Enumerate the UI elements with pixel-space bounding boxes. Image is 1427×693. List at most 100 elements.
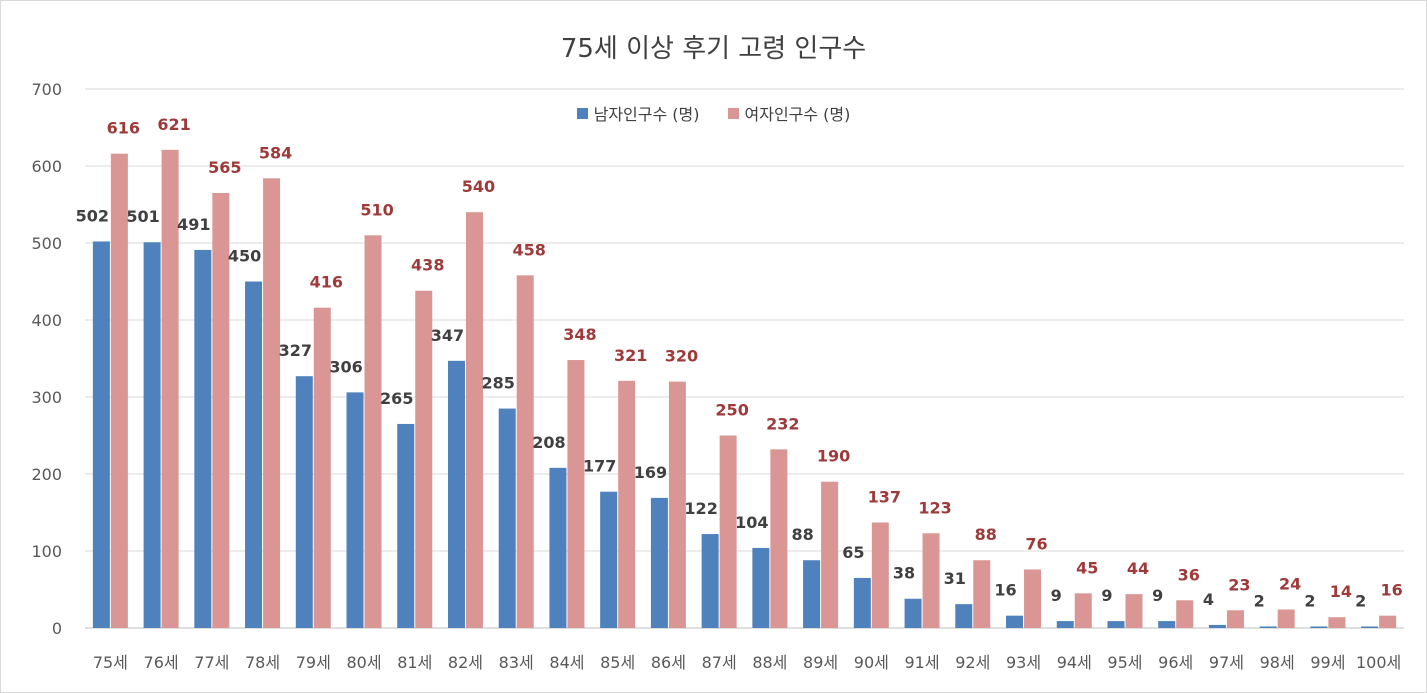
data-label-female: 24	[1279, 575, 1301, 594]
x-tick-label: 80세	[346, 653, 381, 672]
data-label-female: 584	[259, 143, 292, 162]
bar-male	[1107, 621, 1125, 628]
bar-male	[600, 491, 618, 628]
data-label-female: 250	[715, 401, 748, 420]
data-label-male: 265	[380, 389, 413, 408]
x-tick-label: 100세	[1356, 653, 1401, 672]
legend-swatch-male	[576, 107, 588, 119]
y-tick-label: 400	[31, 311, 62, 330]
data-label-male: 502	[76, 206, 109, 225]
bar-male	[853, 577, 871, 628]
data-label-female: 232	[766, 414, 799, 433]
bar-female	[973, 560, 991, 628]
bar-male	[447, 360, 465, 628]
bar-male	[346, 392, 364, 628]
bar-male	[92, 241, 110, 628]
legend-label-female: 여자인구수 (명)	[744, 105, 851, 124]
x-tick-label: 75세	[93, 653, 128, 672]
data-label-female: 510	[360, 200, 393, 219]
bar-female	[668, 381, 686, 628]
bar-female	[567, 360, 585, 628]
data-label-male: 347	[431, 326, 464, 345]
x-tick-label: 76세	[144, 653, 179, 672]
bar-male	[295, 376, 313, 628]
y-tick-label: 200	[31, 465, 62, 484]
data-label-male: 4	[1203, 590, 1214, 609]
data-label-female: 45	[1076, 558, 1098, 577]
data-label-female: 540	[462, 177, 495, 196]
data-label-female: 320	[665, 347, 698, 366]
legend-label-male: 남자인구수 (명)	[593, 105, 700, 124]
bar-female	[110, 153, 128, 628]
bar-female	[1125, 594, 1143, 628]
bar-female	[364, 235, 382, 629]
data-label-female: 36	[1178, 565, 1200, 584]
data-label-male: 9	[1152, 586, 1163, 605]
data-label-female: 458	[513, 240, 546, 259]
bar-female	[1379, 615, 1397, 628]
x-tick-label: 81세	[397, 653, 432, 672]
x-tick-label: 94세	[1057, 653, 1092, 672]
data-label-female: 44	[1127, 559, 1149, 578]
data-label-male: 450	[228, 247, 261, 266]
data-label-male: 65	[842, 543, 864, 562]
data-label-male: 491	[177, 215, 210, 234]
data-label-female: 616	[107, 119, 140, 138]
x-tick-label: 95세	[1107, 653, 1142, 672]
x-tick-label: 88세	[752, 653, 787, 672]
data-label-male: 16	[994, 581, 1016, 600]
bar-male	[143, 242, 161, 629]
legend: 남자인구수 (명) 여자인구수 (명)	[0, 101, 1427, 125]
data-label-male: 9	[1101, 586, 1112, 605]
bar-male	[1056, 621, 1074, 628]
bar-male	[955, 604, 973, 628]
x-tick-label: 83세	[499, 653, 534, 672]
data-label-male: 104	[735, 513, 768, 532]
y-tick-label: 600	[31, 157, 62, 176]
data-label-female: 76	[1025, 534, 1047, 553]
data-label-male: 177	[583, 457, 616, 476]
bar-female	[415, 290, 433, 628]
bar-female	[1328, 617, 1346, 628]
data-label-female: 16	[1381, 581, 1403, 600]
data-label-male: 285	[482, 374, 515, 393]
x-tick-label: 96세	[1158, 653, 1193, 672]
bar-male	[752, 547, 770, 628]
bar-male	[1259, 626, 1277, 628]
data-label-female: 321	[614, 346, 647, 365]
bar-male	[650, 497, 668, 628]
bar-female	[719, 435, 737, 628]
data-label-female: 438	[411, 256, 444, 275]
bar-male	[1158, 621, 1176, 628]
bar-female	[618, 380, 636, 628]
bar-female	[161, 149, 179, 628]
y-tick-label: 100	[31, 542, 62, 561]
x-tick-label: 91세	[905, 653, 940, 672]
bar-male	[803, 560, 821, 628]
data-label-male: 31	[944, 569, 966, 588]
data-label-female: 621	[157, 115, 190, 134]
x-tick-label: 92세	[955, 653, 990, 672]
y-tick-label: 700	[31, 80, 62, 99]
bar-female	[263, 178, 281, 628]
x-tick-label: 86세	[651, 653, 686, 672]
bar-female	[1226, 610, 1244, 628]
x-tick-label: 89세	[803, 653, 838, 672]
x-tick-label: 98세	[1260, 653, 1295, 672]
data-label-male: 88	[791, 525, 813, 544]
bar-female	[871, 522, 889, 628]
data-label-male: 2	[1355, 591, 1366, 610]
bar-female	[821, 481, 839, 628]
bar-female	[465, 212, 483, 628]
bar-male	[1361, 626, 1379, 628]
bar-female	[516, 275, 534, 628]
data-label-male: 327	[279, 341, 312, 360]
x-tick-label: 99세	[1310, 653, 1345, 672]
bar-male	[701, 534, 719, 628]
x-tick-label: 84세	[549, 653, 584, 672]
legend-swatch-female	[727, 107, 739, 119]
y-tick-label: 300	[31, 388, 62, 407]
data-label-female: 137	[868, 488, 901, 507]
data-label-female: 23	[1228, 575, 1250, 594]
data-label-female: 348	[563, 325, 596, 344]
